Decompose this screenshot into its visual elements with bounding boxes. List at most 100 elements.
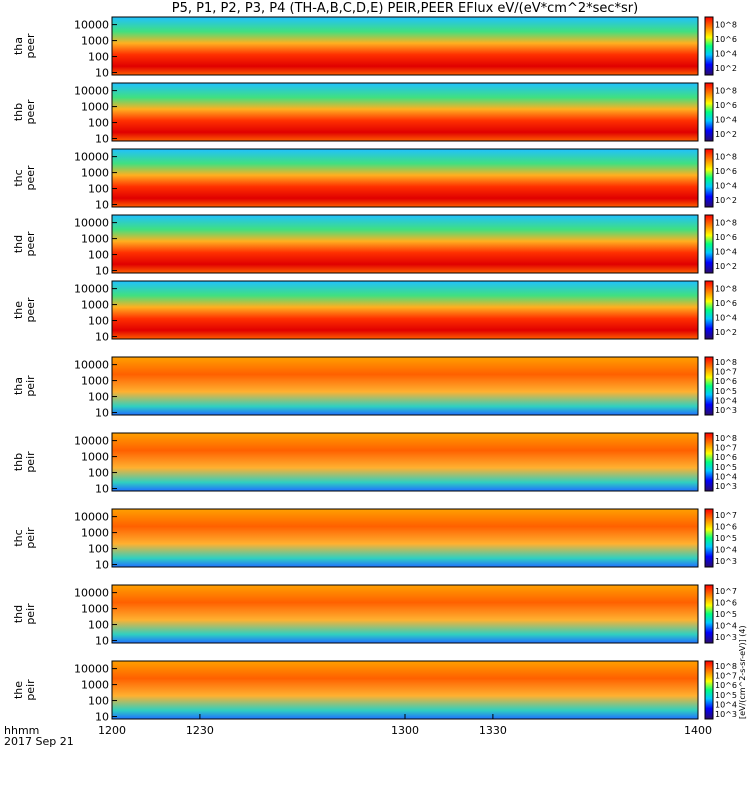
- y-tick-label: 10000: [74, 663, 109, 676]
- chart-title: P5, P1, P2, P3, P4 (TH-A,B,C,D,E) PEIR,P…: [172, 1, 638, 16]
- colorbar-tick-label: 10^6: [715, 522, 737, 531]
- colorbar-tick-label: 10^8: [715, 358, 737, 367]
- colorbar-tick-label: 10^7: [715, 368, 737, 377]
- colorbar-tick-label: 10^4: [715, 247, 737, 256]
- colorbar-tick-label: 10^3: [715, 406, 737, 415]
- y-tick-label: 10: [95, 711, 109, 724]
- colorbar-tick-label: 10^8: [715, 20, 737, 29]
- panel-label: thd peir: [12, 603, 37, 625]
- x-tick-label: 1400: [684, 724, 712, 737]
- y-tick-label: 100: [88, 117, 109, 130]
- panel-frame: [111, 584, 699, 644]
- colorbar-tick-label: 10^6: [715, 681, 737, 690]
- panel-label: thc peer: [12, 165, 37, 191]
- y-tick-label: 1000: [81, 679, 109, 692]
- panel-label-product: peir: [24, 451, 37, 473]
- panel-frame: [111, 508, 699, 568]
- colorbar-tick-label: 10^8: [715, 662, 737, 671]
- colorbar-tick-label: 10^7: [715, 672, 737, 681]
- panel-frame: [111, 82, 699, 142]
- colorbar-tick-label: 10^7: [715, 444, 737, 453]
- colorbar-tick-label: 10^4: [715, 473, 737, 482]
- colorbar-tick-label: 10^6: [715, 598, 737, 607]
- x-tick-label: 1200: [98, 724, 126, 737]
- colorbar: [704, 584, 714, 644]
- colorbar-tick-label: 10^7: [715, 511, 737, 520]
- spectrogram-image: [112, 83, 698, 141]
- panel-label: thc peir: [12, 527, 37, 549]
- spectrogram-image: [112, 281, 698, 339]
- panel-label-product: peir: [24, 375, 37, 397]
- panel-label-product: peer: [24, 231, 37, 257]
- y-tick-label: 100: [88, 619, 109, 632]
- panel-label-probe: the: [12, 301, 25, 319]
- colorbar: [704, 148, 714, 208]
- panel-frame: [111, 432, 699, 492]
- y-tick-label: 10000: [74, 283, 109, 296]
- colorbar-tick-label: 10^4: [715, 622, 737, 631]
- colorbar-tick-label: 10^4: [715, 701, 737, 710]
- colorbar-tick-label: 10^3: [715, 482, 737, 491]
- colorbar-tick-label: 10^2: [715, 196, 737, 205]
- spectrogram-panel: 10 100 1000 10000 thd peir 10^3 10^4 10^5 10^6 10^…: [12, 584, 737, 648]
- y-tick-label: 1000: [81, 451, 109, 464]
- panel-frame: [111, 148, 699, 208]
- panel-label: thd peer: [12, 231, 37, 257]
- colorbar-title: [eV/(cm^2-s-sr-eV)] (4): [738, 625, 747, 719]
- y-tick-label: 1000: [81, 101, 109, 114]
- y-tick-label: 100: [88, 695, 109, 708]
- y-tick-label: 10: [95, 199, 109, 212]
- y-tick-label: 1000: [81, 299, 109, 312]
- y-tick-label: 10000: [74, 85, 109, 98]
- y-tick-label: 10: [95, 67, 109, 80]
- spectrogram-image: [112, 215, 698, 273]
- colorbar-tick-label: 10^3: [715, 557, 737, 566]
- panel-stack: 10 100 1000 10000 tha peer 10^2 10^4 10^6 10^8 10 1…: [12, 16, 737, 724]
- panel-label: thb peer: [12, 99, 37, 125]
- panel-frame: [111, 16, 699, 76]
- spectrogram-image: [112, 433, 698, 491]
- spectrogram-panel: 10 100 1000 10000 the peer 10^2 10^4 10^6 10^8: [12, 280, 737, 344]
- colorbar-tick-label: 10^2: [715, 328, 737, 337]
- y-tick-label: 10: [95, 331, 109, 344]
- colorbar-tick-label: 10^5: [715, 691, 737, 700]
- colorbar-tick-label: 10^2: [715, 262, 737, 271]
- colorbar-tick-label: 10^2: [715, 64, 737, 73]
- panel-label-probe: tha: [12, 37, 25, 55]
- y-tick-label: 100: [88, 467, 109, 480]
- panel-label-product: peir: [24, 603, 37, 625]
- spectrogram-image: [112, 661, 698, 719]
- panel-frame: [111, 356, 699, 416]
- panel-label: the peir: [12, 679, 37, 701]
- spectrogram-image: [112, 585, 698, 643]
- y-tick-label: 10: [95, 133, 109, 146]
- colorbar-tick-label: 10^8: [715, 284, 737, 293]
- panel-label-product: peir: [24, 527, 37, 549]
- colorbar: [704, 660, 714, 720]
- colorbar-tick-label: 10^3: [715, 710, 737, 719]
- y-tick-label: 1000: [81, 375, 109, 388]
- panel-label-probe: thc: [12, 169, 25, 186]
- colorbar: [704, 432, 714, 492]
- panel-label-probe: thb: [12, 103, 25, 121]
- spectrogram-image: [112, 509, 698, 567]
- y-tick-label: 1000: [81, 527, 109, 540]
- panel-label-probe: the: [12, 681, 25, 699]
- y-tick-label: 10: [95, 483, 109, 496]
- colorbar: [704, 508, 714, 568]
- colorbar: [704, 356, 714, 416]
- colorbar-tick-label: 10^4: [715, 397, 737, 406]
- spectrogram-panel: 10 100 1000 10000 thd peer 10^2 10^4 10^6 10^8: [12, 214, 737, 278]
- panel-label: the peer: [12, 297, 37, 323]
- colorbar-tick-label: 10^6: [715, 299, 737, 308]
- y-tick-label: 10000: [74, 587, 109, 600]
- panel-label-probe: tha: [12, 377, 25, 395]
- colorbar-tick-label: 10^6: [715, 233, 737, 242]
- spectrogram-panel: 10 100 1000 10000 thc peir 10^3 10^4 10^5 10^6 10^…: [12, 508, 737, 572]
- y-tick-label: 100: [88, 183, 109, 196]
- panel-label-probe: thd: [12, 605, 25, 623]
- colorbar-tick-label: 10^4: [715, 546, 737, 555]
